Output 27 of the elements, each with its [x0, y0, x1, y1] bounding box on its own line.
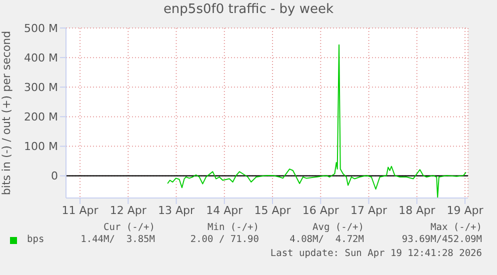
- y-tick-label: 400 M: [24, 51, 58, 64]
- x-tick-label: 19 Apr: [446, 204, 484, 217]
- text: 4.08M/ 4.72M: [288, 234, 364, 246]
- chart-title: enp5s0f0 traffic - by week: [162, 2, 335, 17]
- x-tick-label: 16 Apr: [302, 204, 340, 217]
- y-tick-label: 0: [51, 170, 58, 183]
- y-tick-label: 100 M: [24, 140, 58, 154]
- text: Cur (-/+): [102, 222, 155, 234]
- text: Min (-/+): [206, 222, 259, 234]
- x-tick-label: 12 Apr: [110, 204, 147, 217]
- legend-label: bps: [26, 234, 46, 246]
- x-tick-label: 15 Apr: [254, 204, 292, 217]
- y-tick-label: 200 M: [24, 110, 58, 124]
- y-axis-title: bits in (-) / out (+) per second: [0, 30, 13, 196]
- x-tick-label: 14 Apr: [206, 204, 244, 217]
- x-tick-label: 11 Apr: [62, 204, 99, 217]
- x-tick-label: 17 Apr: [350, 204, 388, 217]
- text: Avg (-/+): [312, 222, 364, 234]
- text: 2.00 / 71.90: [189, 234, 259, 246]
- y-tick-label: 300 M: [24, 81, 58, 94]
- text: 93.69M/452.09M: [400, 234, 482, 246]
- text: Max (-/+): [430, 222, 482, 234]
- y-tick-label: 500 M: [24, 22, 58, 35]
- text: 1.44M/ 3.85M: [80, 234, 155, 246]
- x-tick-label: 13 Apr: [158, 204, 196, 217]
- text: Last update: Sun Apr 19 12:41:28 2026: [269, 248, 482, 259]
- x-tick-label: 18 Apr: [398, 204, 436, 217]
